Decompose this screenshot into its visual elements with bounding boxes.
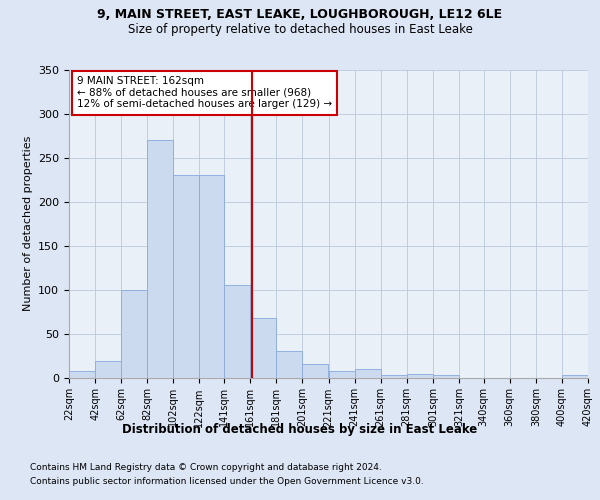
Text: Contains public sector information licensed under the Open Government Licence v3: Contains public sector information licen… [30,478,424,486]
Text: Contains HM Land Registry data © Crown copyright and database right 2024.: Contains HM Land Registry data © Crown c… [30,462,382,471]
Bar [562,375,588,378]
Bar [407,374,433,378]
Bar [173,176,199,378]
Bar [355,368,380,378]
Text: Size of property relative to detached houses in East Leake: Size of property relative to detached ho… [128,22,472,36]
Text: 9 MAIN STREET: 162sqm
← 88% of detached houses are smaller (968)
12% of semi-det: 9 MAIN STREET: 162sqm ← 88% of detached … [77,76,332,110]
Bar [329,372,355,378]
Bar [147,140,173,378]
Bar [277,351,302,378]
Bar [250,318,277,378]
Bar [199,176,224,378]
Bar [433,375,459,378]
Bar [380,375,407,378]
Bar [95,361,121,378]
Bar [302,364,329,378]
Bar [69,372,95,378]
Bar [121,290,147,378]
Bar [224,285,250,378]
Text: 9, MAIN STREET, EAST LEAKE, LOUGHBOROUGH, LE12 6LE: 9, MAIN STREET, EAST LEAKE, LOUGHBOROUGH… [97,8,503,20]
Text: Distribution of detached houses by size in East Leake: Distribution of detached houses by size … [122,422,478,436]
Y-axis label: Number of detached properties: Number of detached properties [23,136,32,312]
